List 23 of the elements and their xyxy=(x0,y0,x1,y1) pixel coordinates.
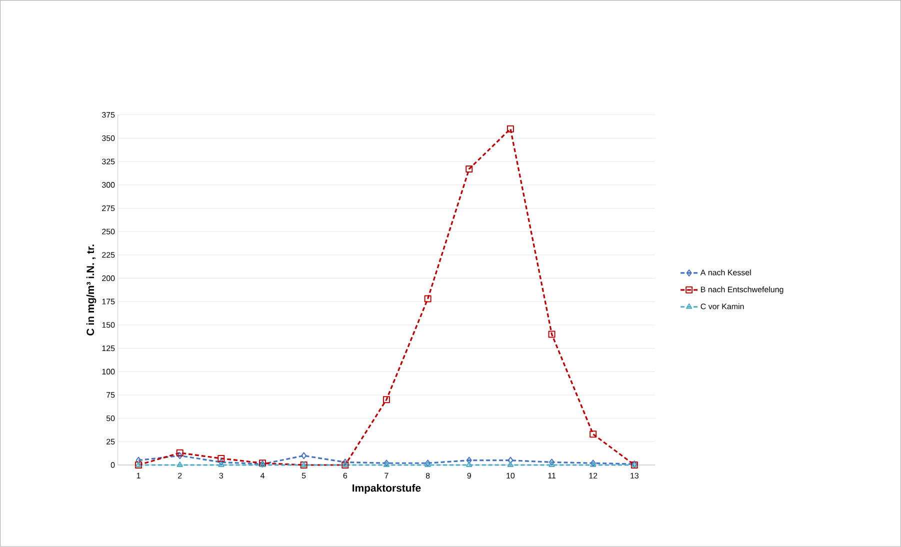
point xyxy=(176,449,184,456)
point xyxy=(382,396,390,404)
point xyxy=(590,430,597,438)
x-axis-title: Impaktorstufe xyxy=(352,484,421,494)
point xyxy=(548,330,556,338)
point xyxy=(301,452,307,460)
y-axis-title: C in mg/m³ i.N. , tr. xyxy=(86,244,96,336)
point xyxy=(466,462,472,468)
point xyxy=(508,456,514,464)
point xyxy=(218,462,224,468)
point xyxy=(466,166,473,173)
point xyxy=(177,452,183,460)
point xyxy=(218,458,224,466)
point xyxy=(466,456,472,464)
point xyxy=(342,458,348,466)
point xyxy=(424,295,432,302)
point xyxy=(548,462,555,468)
point xyxy=(507,462,514,468)
point xyxy=(176,462,183,468)
point xyxy=(549,458,555,466)
point xyxy=(506,125,514,132)
point xyxy=(136,456,142,464)
point xyxy=(218,455,225,462)
